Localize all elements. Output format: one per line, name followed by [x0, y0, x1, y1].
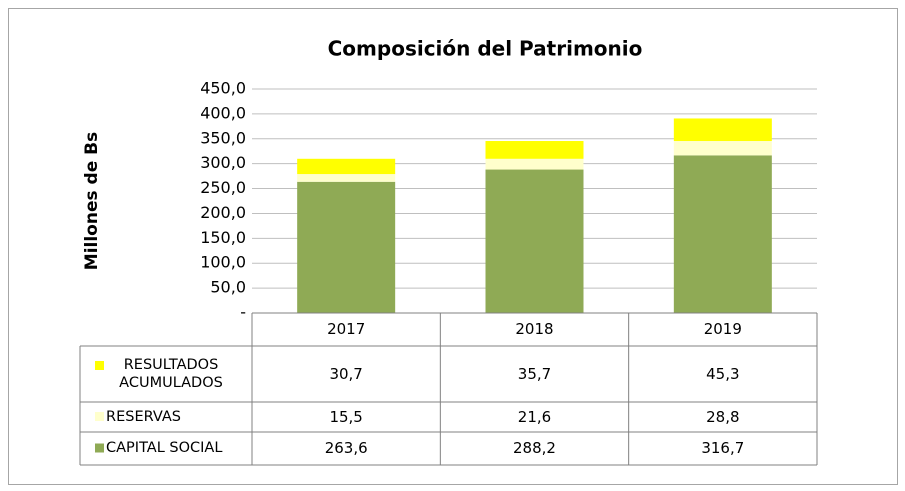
x-tick-label: 2018: [515, 320, 554, 339]
y-tick-label: 250,0: [200, 178, 246, 197]
y-tick-label: 450,0: [200, 79, 246, 98]
data-label: 288,2: [513, 439, 556, 458]
legend-label: CAPITAL SOCIAL: [106, 440, 223, 457]
data-label: 45,3: [706, 364, 740, 383]
bar-segment: [485, 169, 584, 313]
x-tick-label: 2019: [703, 320, 742, 339]
data-label: 30,7: [329, 364, 363, 383]
data-label: 263,6: [324, 439, 368, 458]
y-tick-label: -: [240, 303, 246, 322]
y-tick-label: 400,0: [200, 103, 246, 122]
y-axis-label: Millones de Bs: [82, 132, 102, 270]
bar-segment: [485, 141, 584, 159]
chart-title: Composición del Patrimonio: [328, 37, 643, 61]
bar-segment: [297, 158, 396, 175]
legend-swatch: [95, 361, 104, 370]
y-tick-label: 150,0: [200, 228, 246, 247]
bar-segment: [297, 174, 396, 182]
y-tick-label: 350,0: [200, 128, 246, 147]
data-label: 35,7: [517, 364, 552, 383]
y-tick-label: 200,0: [200, 203, 246, 222]
legend-label: RESERVAS: [106, 408, 181, 425]
data-label: 15,5: [329, 407, 363, 426]
data-label: 21,6: [517, 407, 552, 426]
bar-segment: [673, 141, 772, 156]
bar-segment: [673, 118, 772, 142]
bar-segment: [673, 155, 772, 313]
legend-swatch: [95, 443, 104, 453]
y-tick-label: 50,0: [210, 278, 246, 297]
data-label: 28,8: [706, 407, 740, 426]
y-tick-label: 300,0: [200, 153, 246, 172]
bar-segment: [485, 158, 584, 170]
legend-swatch: [95, 412, 104, 421]
legend-label: RESULTADOS ACUMULADOS: [119, 356, 223, 391]
bar-segment: [297, 181, 396, 313]
x-tick-label: 2017: [327, 320, 366, 339]
data-label: 316,7: [701, 439, 745, 458]
y-tick-label: 100,0: [200, 253, 246, 272]
